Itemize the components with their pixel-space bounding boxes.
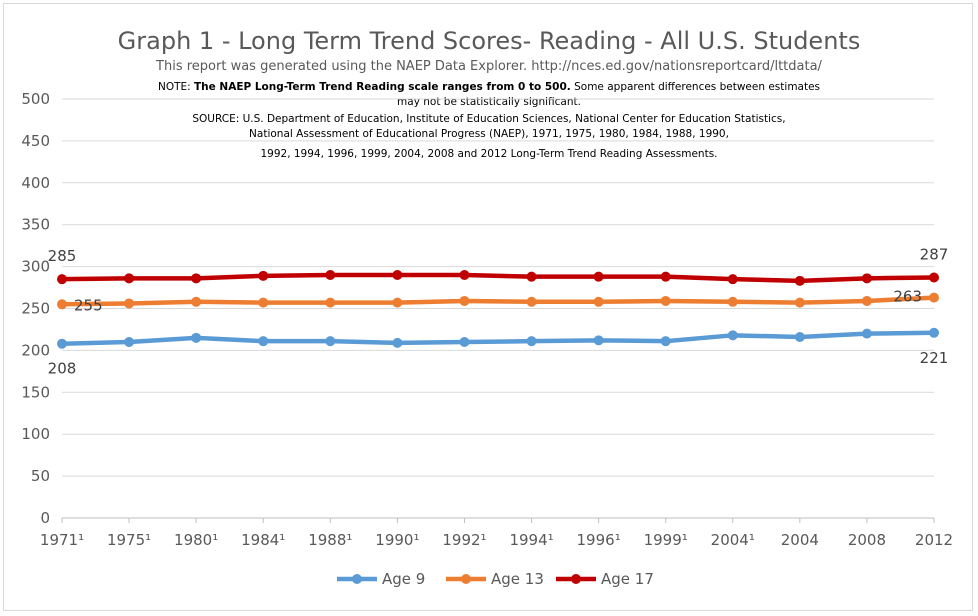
data-point (660, 295, 671, 306)
y-tick-label: 300 (21, 258, 50, 276)
x-tick-label: 1988¹ (308, 531, 352, 549)
y-tick-label: 100 (21, 425, 50, 443)
data-label: 208 (48, 360, 77, 378)
y-axis: 0 50 100 150 200 250 300 350 400 450 500 (21, 90, 50, 527)
x-tick-label: 1990¹ (375, 531, 419, 549)
data-point (861, 328, 872, 339)
data-point (459, 337, 470, 348)
y-tick-label: 350 (21, 216, 50, 234)
data-point (191, 296, 202, 307)
chart-subtitle: This report was generated using the NAEP… (155, 59, 823, 74)
series-line (61, 330, 935, 346)
data-point (929, 292, 939, 303)
data-point (392, 337, 403, 348)
y-tick-label: 50 (31, 467, 50, 485)
legend-label: Age 13 (491, 570, 544, 588)
legend-marker (571, 574, 581, 584)
y-tick-label: 250 (21, 300, 50, 318)
data-point (861, 295, 872, 306)
data-point (727, 274, 738, 285)
data-point (258, 270, 269, 281)
data-point (124, 273, 135, 284)
data-point (325, 336, 336, 347)
data-point (794, 275, 805, 286)
y-tick-label: 500 (21, 90, 50, 108)
data-point (861, 273, 872, 284)
data-point (727, 296, 738, 307)
data-point (593, 296, 604, 307)
data-point (57, 299, 67, 310)
data-point (325, 269, 336, 280)
data-labels: 208 221 255 263 285 287 (48, 245, 949, 377)
x-tick-label: 2004¹ (711, 531, 755, 549)
data-point (258, 297, 269, 308)
data-point (392, 297, 403, 308)
gridlines (62, 98, 934, 519)
legend-label: Age 17 (601, 570, 654, 588)
data-point (727, 330, 738, 341)
x-tick-label: 1975¹ (107, 531, 151, 549)
series-line (61, 295, 935, 307)
series-lines (57, 269, 939, 349)
data-label: 263 (893, 288, 922, 306)
chart-title: Graph 1 - Long Term Trend Scores- Readin… (118, 27, 861, 55)
data-point (526, 296, 537, 307)
x-tick-label: 1994¹ (509, 531, 553, 549)
legend-marker (352, 574, 362, 584)
y-tick-label: 200 (21, 341, 50, 359)
data-label: 221 (920, 349, 949, 367)
note-line: 1992, 1994, 1996, 1999, 2004, 2008 and 2… (260, 148, 717, 160)
x-tick-label: 1999¹ (644, 531, 688, 549)
x-tick-label: 1980¹ (174, 531, 218, 549)
note-line: National Assessment of Educational Progr… (249, 128, 729, 140)
x-tick-label: 1996¹ (577, 531, 621, 549)
data-point (660, 271, 671, 282)
y-tick-label: 150 (21, 383, 50, 401)
data-point (660, 336, 671, 347)
x-tick-label: 2008 (848, 531, 886, 549)
data-label: 255 (74, 296, 103, 314)
data-point (593, 335, 604, 346)
note-line: NOTE: The NAEP Long-Term Trend Reading s… (158, 81, 820, 93)
data-point (794, 297, 805, 308)
note-line: may not be statistically significant. (397, 96, 581, 108)
data-label: 287 (920, 245, 949, 263)
data-point (124, 298, 135, 309)
data-point (124, 337, 135, 348)
data-point (526, 336, 537, 347)
chart-frame: Graph 1 - Long Term Trend Scores- Readin… (3, 3, 973, 611)
y-tick-label: 0 (40, 509, 50, 527)
data-point (794, 331, 805, 342)
data-point (459, 269, 470, 280)
data-point (929, 272, 939, 283)
data-point (459, 295, 470, 306)
data-point (593, 271, 604, 282)
data-point (57, 274, 67, 285)
data-point (258, 336, 269, 347)
x-tick-label: 2004 (781, 531, 819, 549)
x-tick-label: 1984¹ (241, 531, 285, 549)
line-chart: Graph 1 - Long Term Trend Scores- Readin… (21, 27, 953, 588)
data-point (191, 273, 202, 284)
chart-note: NOTE: The NAEP Long-Term Trend Reading s… (158, 81, 820, 160)
x-tick-label: 2012 (915, 531, 953, 549)
x-axis: 1971¹ 1975¹ 1980¹ 1984¹ 1988¹ 1990¹ 1992¹ 1994¹… (40, 518, 953, 549)
legend: Age 9 Age 13 Age 17 (337, 570, 654, 588)
x-tick-label: 1971¹ (40, 531, 84, 549)
data-label: 285 (48, 247, 77, 265)
data-point (526, 271, 537, 282)
data-point (392, 269, 403, 280)
y-tick-label: 450 (21, 132, 50, 150)
data-point (929, 327, 939, 338)
data-point (325, 297, 336, 308)
data-point (57, 338, 67, 349)
data-point (191, 332, 202, 343)
y-tick-label: 400 (21, 174, 50, 192)
legend-marker (461, 574, 471, 584)
note-line: SOURCE: U.S. Department of Education, In… (192, 113, 785, 125)
x-tick-label: 1992¹ (442, 531, 486, 549)
series-line (61, 272, 935, 284)
legend-label: Age 9 (382, 570, 425, 588)
